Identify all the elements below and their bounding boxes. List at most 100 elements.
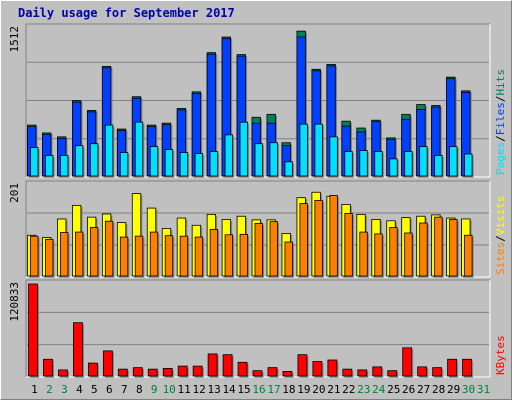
x-tick-label: 5 bbox=[91, 383, 98, 396]
legend: KBytes bbox=[494, 335, 507, 375]
kbytes-bar bbox=[327, 359, 338, 377]
kbytes-bar bbox=[43, 358, 53, 377]
legend-pages: Pages bbox=[494, 142, 507, 175]
pages-bar bbox=[164, 149, 174, 177]
x-tick-label: 31 bbox=[477, 383, 490, 396]
pages-bar bbox=[194, 153, 204, 177]
sites-bar bbox=[329, 195, 338, 277]
pages-bar bbox=[89, 143, 99, 177]
pages-bar bbox=[75, 145, 84, 177]
chart-title: Daily usage for September 2017 bbox=[18, 6, 235, 20]
sites-bar bbox=[419, 222, 428, 277]
kbytes-bar bbox=[237, 361, 248, 377]
pages-bar bbox=[419, 146, 428, 177]
sites-bar bbox=[75, 231, 84, 277]
sites-bar bbox=[209, 228, 219, 277]
x-tick-label: 29 bbox=[447, 383, 460, 396]
x-tick-label: 27 bbox=[417, 383, 430, 396]
legend-files: Files bbox=[494, 102, 507, 135]
chart-bars bbox=[27, 30, 474, 378]
pages-bar bbox=[239, 121, 248, 177]
pages-bar bbox=[314, 123, 323, 177]
kbytes-bar bbox=[132, 367, 143, 377]
x-tick-label: 14 bbox=[222, 383, 236, 396]
kbytes-bar bbox=[207, 353, 218, 377]
x-tick-label: 6 bbox=[106, 383, 113, 396]
sites-bar bbox=[464, 234, 473, 277]
kbytes-bar bbox=[177, 365, 188, 377]
legend-separator: / bbox=[494, 235, 507, 242]
sites-bar bbox=[299, 203, 308, 277]
sites-bar bbox=[374, 233, 383, 277]
kbytes-bar bbox=[297, 354, 308, 377]
kbytes-bar bbox=[447, 358, 457, 377]
legend-separator: / bbox=[494, 135, 507, 142]
pages-bar bbox=[224, 134, 233, 177]
pages-bar bbox=[344, 151, 353, 177]
pages-bar bbox=[374, 151, 383, 177]
x-tick-label: 2 bbox=[46, 383, 53, 396]
sites-bar bbox=[89, 227, 99, 277]
kbytes-bar bbox=[387, 370, 398, 377]
x-tick-label: 22 bbox=[342, 383, 355, 396]
sites-bar bbox=[149, 231, 159, 277]
kbytes-bar bbox=[222, 354, 233, 377]
pages-bar bbox=[299, 123, 308, 177]
x-tick-label: 28 bbox=[432, 383, 445, 396]
sites-bar bbox=[254, 223, 263, 277]
legend-kbytes: KBytes bbox=[494, 335, 507, 375]
sites-bar bbox=[164, 235, 174, 277]
x-tick-label: 20 bbox=[312, 383, 325, 396]
kbytes-bar bbox=[192, 365, 203, 377]
x-tick-label: 17 bbox=[267, 383, 280, 396]
legend-visits: Visits bbox=[494, 196, 507, 236]
x-tick-label: 11 bbox=[178, 383, 191, 396]
y-max-label: 120833 bbox=[8, 282, 21, 322]
sites-bar bbox=[359, 231, 368, 277]
x-tick-label: 18 bbox=[282, 383, 295, 396]
pages-bar bbox=[60, 155, 69, 177]
pages-bar bbox=[389, 158, 398, 177]
panel-background bbox=[26, 280, 490, 377]
sites-bar bbox=[269, 221, 278, 277]
x-tick-label: 7 bbox=[121, 383, 128, 396]
y-max-label: 1512 bbox=[8, 26, 21, 53]
legend: Pages/Files/Hits bbox=[494, 69, 507, 175]
x-tick-label: 30 bbox=[462, 383, 475, 396]
pages-bar bbox=[269, 142, 278, 177]
pages-bar bbox=[404, 151, 413, 177]
kbytes-bar bbox=[162, 367, 173, 377]
pages-bar bbox=[449, 146, 458, 177]
sites-bar bbox=[60, 232, 69, 277]
kbytes-bar bbox=[87, 362, 98, 377]
chart-panels bbox=[25, 23, 491, 378]
x-tick-label: 21 bbox=[327, 383, 340, 396]
x-tick-label: 4 bbox=[76, 383, 83, 396]
y-max-label: 201 bbox=[8, 183, 21, 203]
pages-bar bbox=[179, 152, 189, 177]
x-tick-label: 23 bbox=[357, 383, 370, 396]
kbytes-bar bbox=[312, 361, 323, 377]
pages-bar bbox=[254, 143, 263, 177]
kbytes-bar bbox=[28, 283, 38, 377]
kbytes-bar bbox=[147, 368, 158, 377]
legend-separator: / bbox=[494, 96, 507, 103]
pages-bar bbox=[209, 151, 219, 177]
x-tick-label: 3 bbox=[61, 383, 68, 396]
x-tick-label: 26 bbox=[402, 383, 415, 396]
pages-bar bbox=[119, 152, 129, 177]
kbytes-bar bbox=[58, 369, 68, 377]
kbytes-bar bbox=[372, 366, 383, 377]
pages-bar bbox=[284, 161, 293, 177]
pages-bar bbox=[30, 147, 39, 177]
sites-bar bbox=[344, 213, 353, 277]
sites-bar bbox=[119, 236, 129, 277]
pages-bar bbox=[464, 153, 473, 177]
pages-bar bbox=[434, 155, 443, 177]
kbytes-bar bbox=[102, 350, 113, 377]
x-tick-label: 25 bbox=[387, 383, 400, 396]
kbytes-bar bbox=[462, 358, 472, 377]
sites-bar bbox=[45, 238, 54, 277]
sites-bar bbox=[224, 234, 233, 277]
